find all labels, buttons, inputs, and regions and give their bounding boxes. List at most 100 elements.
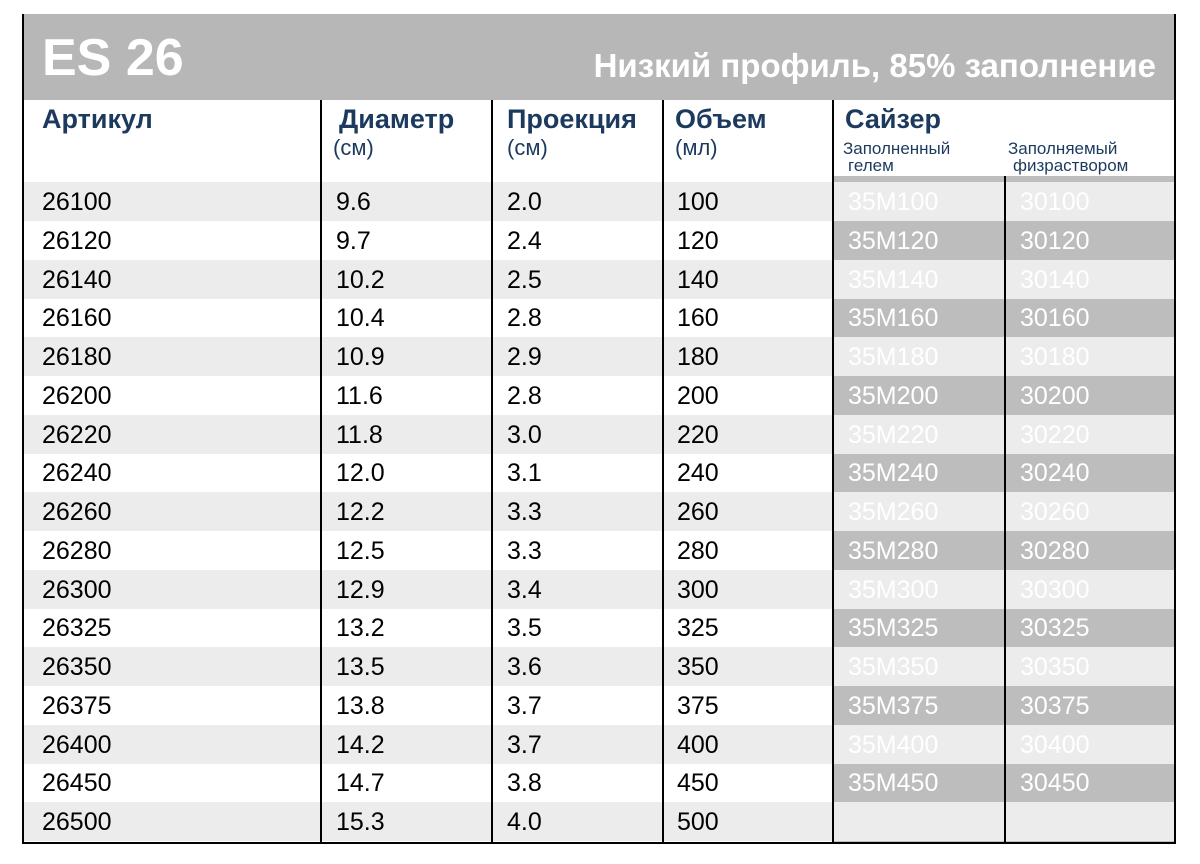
table-row: 26450 14.7 3.8 450 35M450 30450 bbox=[24, 763, 1174, 802]
cell-sizer-saline: 30280 bbox=[1020, 536, 1090, 565]
cell-volume: 120 bbox=[677, 226, 719, 255]
cell-sizer-gel: 35M260 bbox=[848, 498, 939, 526]
table-row: 26400 14.2 3.7 400 35M400 30400 bbox=[24, 724, 1174, 764]
cell-article: 26100 bbox=[42, 188, 112, 216]
cell-projection: 2.4 bbox=[507, 226, 542, 255]
cell-volume: 140 bbox=[677, 265, 719, 294]
cell-sizer-gel: 35M400 bbox=[848, 730, 939, 759]
header-projection: Проекция bbox=[507, 104, 637, 134]
table-row: 26325 13.2 3.5 325 35M325 30325 bbox=[24, 608, 1174, 647]
cell-sizer-saline: 30100 bbox=[1020, 188, 1090, 216]
cell-volume: 220 bbox=[677, 420, 719, 449]
header-sizer: Сайзер bbox=[845, 104, 942, 134]
cell-volume: 180 bbox=[677, 343, 719, 371]
cell-article: 26220 bbox=[42, 420, 112, 449]
column-divider bbox=[832, 100, 834, 842]
table-row: 26300 12.9 3.4 300 35M300 30300 bbox=[24, 569, 1174, 609]
table-row: 26160 10.4 2.8 160 35M160 30160 bbox=[24, 298, 1174, 337]
table-row: 26260 12.2 3.3 260 35M260 30260 bbox=[24, 492, 1174, 531]
table-row: 26200 11.6 2.8 200 35M200 30200 bbox=[24, 376, 1174, 415]
title-banner: ES 26 Низкий профиль, 85% заполнение bbox=[22, 14, 1176, 100]
cell-projection: 3.3 bbox=[507, 498, 542, 526]
cell-volume: 100 bbox=[677, 188, 719, 216]
cell-article: 26350 bbox=[42, 653, 112, 681]
cell-projection: 3.0 bbox=[507, 420, 542, 449]
cell-diameter: 9.6 bbox=[336, 188, 371, 216]
cell-volume: 160 bbox=[677, 304, 719, 333]
cell-projection: 2.8 bbox=[507, 304, 542, 333]
cell-article: 26500 bbox=[42, 808, 112, 836]
cell-article: 26280 bbox=[42, 536, 112, 565]
table-row: 26220 11.8 3.0 220 35M220 30220 bbox=[24, 414, 1174, 454]
cell-article: 26240 bbox=[42, 459, 112, 488]
cell-sizer-saline: 30375 bbox=[1020, 691, 1090, 720]
header-sizer-saline-line2: физраствором bbox=[1013, 156, 1129, 175]
cell-sizer-saline: 30220 bbox=[1020, 420, 1090, 449]
cell-sizer-gel: 35M180 bbox=[848, 343, 939, 371]
cell-diameter: 12.5 bbox=[336, 536, 385, 565]
table-row: 26140 10.2 2.5 140 35M140 30140 bbox=[24, 259, 1174, 299]
cell-sizer-gel: 35M200 bbox=[848, 381, 939, 410]
header-projection-unit: (см) bbox=[507, 135, 548, 160]
cell-diameter: 14.2 bbox=[336, 730, 385, 759]
column-divider bbox=[1004, 176, 1006, 842]
cell-sizer-gel: 35M220 bbox=[848, 420, 939, 449]
cell-article: 26300 bbox=[42, 575, 112, 604]
table-row: 26120 9.7 2.4 120 35M120 30120 bbox=[24, 221, 1174, 260]
column-divider bbox=[491, 100, 493, 842]
cell-sizer-saline: 30300 bbox=[1020, 575, 1090, 604]
cell-article: 26200 bbox=[42, 381, 112, 410]
header-diameter-unit: (см) bbox=[333, 135, 374, 160]
cell-article: 26120 bbox=[42, 226, 112, 255]
cell-projection: 3.8 bbox=[507, 769, 542, 798]
cell-projection: 3.7 bbox=[507, 691, 542, 720]
table-row: 26180 10.9 2.9 180 35M180 30180 bbox=[24, 337, 1174, 376]
header-volume: Объем bbox=[675, 104, 767, 134]
cell-sizer-saline: 30240 bbox=[1020, 459, 1090, 488]
cell-sizer-gel: 35M240 bbox=[848, 459, 939, 488]
cell-volume: 260 bbox=[677, 498, 719, 526]
cell-volume: 280 bbox=[677, 536, 719, 565]
cell-sizer-gel: 35M120 bbox=[848, 226, 939, 255]
product-subtitle: Низкий профиль, 85% заполнение bbox=[593, 47, 1156, 84]
cell-projection: 2.0 bbox=[507, 188, 542, 216]
cell-volume: 450 bbox=[677, 769, 719, 798]
table-frame bbox=[22, 14, 1176, 844]
header-article: Артикул bbox=[42, 104, 153, 134]
cell-projection: 2.9 bbox=[507, 343, 542, 371]
header-diameter: Диаметр bbox=[339, 104, 455, 134]
cell-article: 26160 bbox=[42, 304, 112, 333]
column-divider bbox=[320, 100, 322, 842]
cell-sizer-gel: 35M160 bbox=[848, 304, 939, 333]
cell-sizer-gel: 35M325 bbox=[848, 614, 939, 643]
cell-sizer-saline: 30400 bbox=[1020, 730, 1090, 759]
cell-diameter: 13.2 bbox=[336, 614, 385, 643]
cell-sizer-saline: 30325 bbox=[1020, 614, 1090, 643]
cell-projection: 3.6 bbox=[507, 653, 542, 681]
cell-sizer-saline: 30260 bbox=[1020, 498, 1090, 526]
cell-sizer-saline: 30180 bbox=[1020, 343, 1090, 371]
cell-sizer-gel: 35M350 bbox=[848, 653, 939, 681]
cell-sizer-saline: 30450 bbox=[1020, 769, 1090, 798]
cell-volume: 240 bbox=[677, 459, 719, 488]
table-row: 26240 12.0 3.1 240 35M240 30240 bbox=[24, 453, 1174, 492]
cell-sizer-gel: 35M375 bbox=[848, 691, 939, 720]
cell-diameter: 15.3 bbox=[336, 808, 385, 836]
header-sizer-gel-line2: гелем bbox=[848, 156, 894, 175]
cell-diameter: 13.5 bbox=[336, 653, 385, 681]
cell-sizer-saline: 30200 bbox=[1020, 381, 1090, 410]
cell-projection: 3.1 bbox=[507, 459, 542, 488]
cell-projection: 2.8 bbox=[507, 381, 542, 410]
cell-projection: 3.7 bbox=[507, 730, 542, 759]
cell-volume: 325 bbox=[677, 614, 719, 643]
cell-sizer-saline: 30160 bbox=[1020, 304, 1090, 333]
table-row: 26100 9.6 2.0 100 35M100 30100 bbox=[24, 182, 1174, 221]
cell-sizer-saline: 30350 bbox=[1020, 653, 1090, 681]
header-sizer-gel-line1: Заполненный bbox=[843, 139, 951, 158]
cell-article: 26260 bbox=[42, 498, 112, 526]
column-divider bbox=[662, 100, 664, 842]
cell-volume: 350 bbox=[677, 653, 719, 681]
cell-volume: 300 bbox=[677, 575, 719, 604]
cell-article: 26140 bbox=[42, 265, 112, 294]
cell-volume: 500 bbox=[677, 808, 719, 836]
